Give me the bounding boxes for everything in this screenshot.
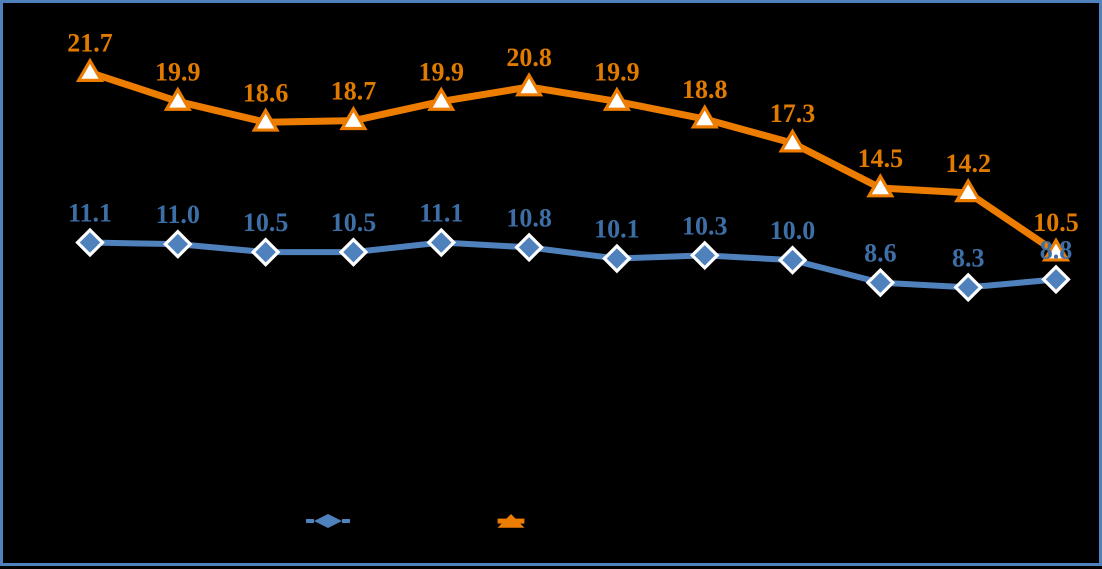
svg-text:19.9: 19.9	[594, 57, 640, 86]
svg-text:10.3: 10.3	[682, 211, 728, 240]
svg-text:19.9: 19.9	[155, 57, 201, 86]
svg-text:8.8: 8.8	[1040, 235, 1073, 264]
svg-text:8.3: 8.3	[952, 243, 985, 272]
svg-text:11.0: 11.0	[156, 200, 200, 229]
svg-text:17.3: 17.3	[770, 99, 816, 128]
svg-text:21.7: 21.7	[67, 29, 113, 58]
svg-text:18.7: 18.7	[331, 77, 377, 106]
svg-text:11.1: 11.1	[419, 199, 463, 228]
svg-text:18.6: 18.6	[243, 78, 289, 107]
svg-text:10.8: 10.8	[506, 203, 552, 232]
svg-text:8.6: 8.6	[864, 239, 897, 268]
svg-text:14.5: 14.5	[858, 144, 904, 173]
svg-text:20.8: 20.8	[506, 43, 552, 72]
svg-text:10.0: 10.0	[770, 216, 816, 245]
svg-text:19.9: 19.9	[419, 57, 465, 86]
svg-text:10.5: 10.5	[243, 208, 289, 237]
svg-text:10.5: 10.5	[1033, 208, 1079, 237]
svg-text:10.1: 10.1	[594, 215, 640, 244]
svg-text:14.2: 14.2	[945, 149, 991, 178]
svg-text:10.5: 10.5	[331, 208, 377, 237]
svg-text:11.1: 11.1	[68, 199, 112, 228]
svg-text:18.8: 18.8	[682, 75, 728, 104]
